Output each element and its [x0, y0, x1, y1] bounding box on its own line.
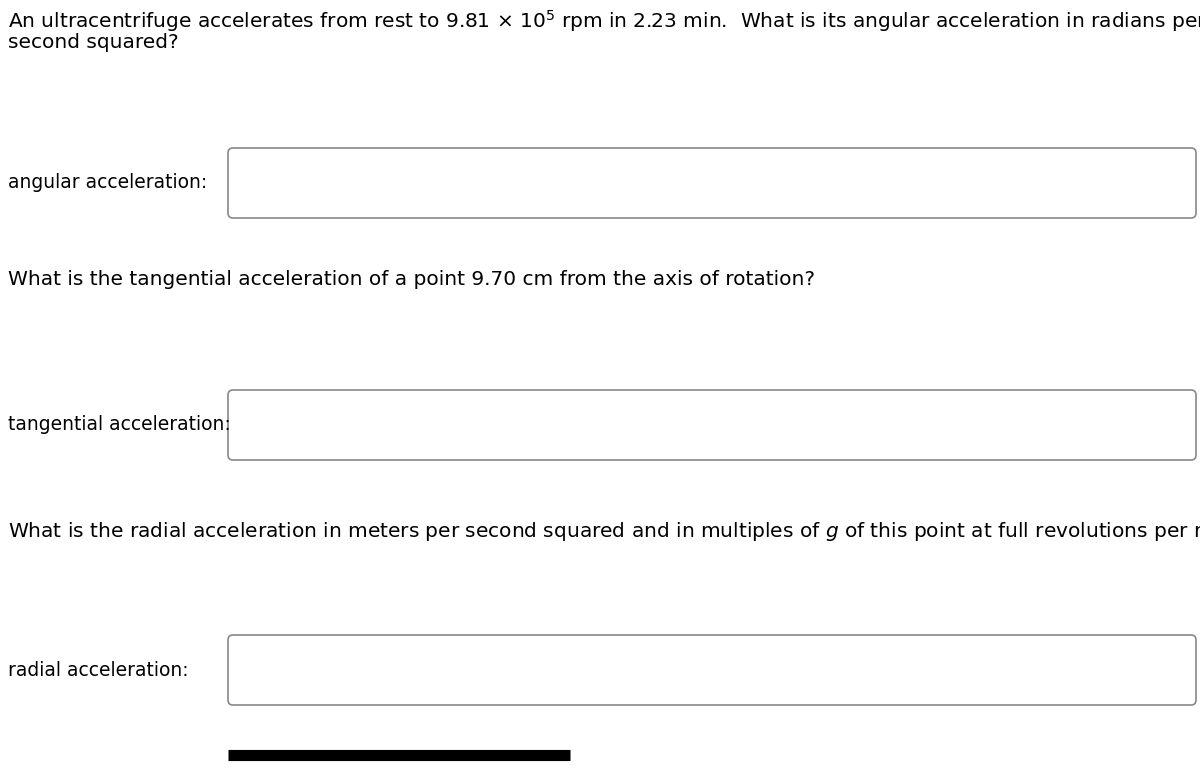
Text: radial acceleration:: radial acceleration: — [8, 661, 188, 680]
Text: angular acceleration:: angular acceleration: — [8, 174, 208, 192]
Text: tangential acceleration:: tangential acceleration: — [8, 415, 230, 434]
Text: An ultracentrifuge accelerates from rest to 9.81 $\times$ 10$^{5}$ rpm in 2.23 m: An ultracentrifuge accelerates from rest… — [8, 8, 1200, 34]
Text: What is the tangential acceleration of a point 9.70 cm from the axis of rotation: What is the tangential acceleration of a… — [8, 270, 815, 289]
FancyBboxPatch shape — [228, 635, 1196, 705]
FancyBboxPatch shape — [228, 148, 1196, 218]
Text: second squared?: second squared? — [8, 33, 179, 52]
FancyBboxPatch shape — [228, 390, 1196, 460]
Text: What is the radial acceleration in meters per second squared and in multiples of: What is the radial acceleration in meter… — [8, 520, 1200, 543]
